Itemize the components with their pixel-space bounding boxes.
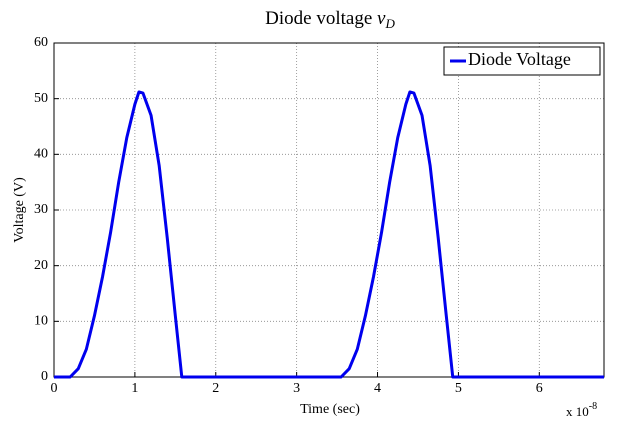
legend-box (443, 46, 601, 76)
y-tick-label: 0 (41, 369, 48, 384)
x-axis-label: Time (sec) (300, 402, 360, 417)
x-tick-label: 1 (131, 381, 138, 396)
y-tick-label: 30 (34, 202, 48, 217)
x-multiplier-base: x 10 (566, 404, 589, 419)
chart-title: Diode voltage vD (265, 8, 395, 31)
plot-area (54, 43, 604, 377)
x-tick-label: 3 (293, 381, 300, 396)
data-line (54, 90, 604, 379)
x-tick-label: 4 (374, 381, 381, 396)
x-tick-label: 0 (51, 381, 58, 396)
y-tick-label: 50 (34, 91, 48, 106)
title-text: Diode voltage (265, 8, 372, 29)
x-multiplier: x 10-8 (566, 401, 597, 419)
x-multiplier-exponent: -8 (589, 401, 597, 412)
legend-label: Diode Voltage (468, 49, 571, 69)
y-tick-label: 20 (34, 258, 48, 273)
x-tick-label: 5 (455, 381, 462, 396)
x-tick-label: 2 (212, 381, 219, 396)
y-tick-label: 40 (34, 147, 48, 162)
y-axis-label: Voltage (V) (12, 177, 27, 243)
y-tick-label: 10 (34, 314, 48, 329)
title-symbol: v (377, 8, 386, 29)
y-tick-label: 60 (34, 35, 48, 50)
title-subscript: D (384, 16, 395, 31)
x-tick-label: 6 (536, 381, 543, 396)
